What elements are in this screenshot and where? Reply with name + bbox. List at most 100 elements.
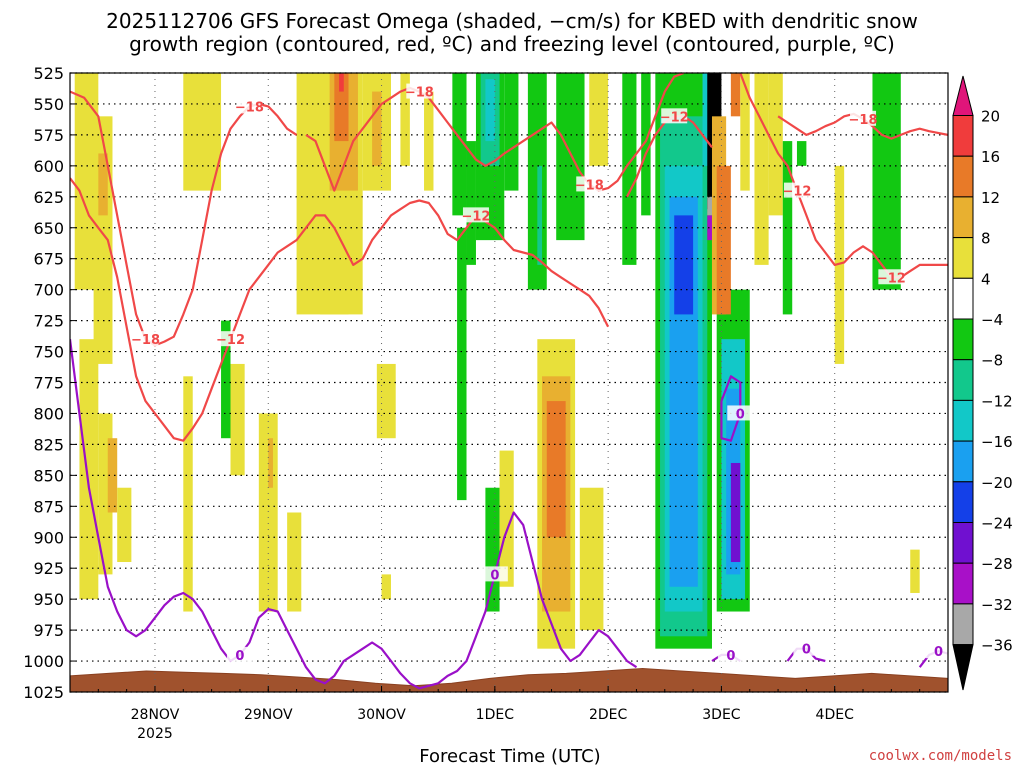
colorbar-label: 16 — [981, 148, 1000, 166]
dendritic-contour-line — [70, 177, 610, 442]
y-tick-label: 650 — [33, 219, 64, 238]
x-tick-label: 2DEC — [589, 707, 628, 723]
omega-shade-region — [466, 141, 476, 265]
dendritic-contour-line — [739, 73, 948, 279]
omega-shade-region — [782, 141, 793, 315]
contour-label: 0 — [934, 645, 943, 660]
colorbar-label: −20 — [981, 474, 1013, 492]
x-tick-label: 28NOV — [131, 707, 180, 723]
contour-label: −12 — [877, 271, 906, 286]
omega-shade-region — [796, 141, 807, 166]
colorbar-label: −16 — [981, 433, 1013, 451]
colorbar-label: −36 — [981, 637, 1013, 655]
omega-shade-region — [485, 79, 495, 142]
colorbar-bottom-arrow — [952, 644, 974, 691]
omega-shade-region — [546, 401, 566, 538]
y-tick-label: 725 — [33, 312, 64, 331]
omega-shade-region — [79, 339, 99, 600]
contour-label: 0 — [736, 407, 745, 422]
y-tick-label: 850 — [33, 466, 64, 485]
y-tick-label: 975 — [33, 621, 64, 640]
contour-label: −18 — [849, 113, 878, 128]
contour-label: 0 — [726, 649, 735, 664]
colorbar-label: 20 — [981, 108, 1000, 126]
axes: 525 550 575 600 625 650 675 700 725 750 775 800 825 8… — [23, 64, 949, 742]
contour-label: −12 — [660, 110, 689, 125]
y-tick-label: 950 — [33, 590, 64, 609]
omega-shade-region — [107, 438, 118, 513]
colorbar-bin — [952, 603, 974, 646]
omega-shade-region — [98, 153, 108, 216]
contour-label-bg — [217, 331, 244, 347]
contour-label-bg — [576, 176, 603, 192]
omega-shade-region — [579, 487, 604, 631]
omega-shade-region — [424, 91, 434, 191]
omega-shade-region — [457, 227, 467, 501]
omega-shade-region — [537, 165, 543, 265]
colorbar-bin — [952, 318, 974, 361]
omega-shade-region — [768, 73, 783, 216]
colorbar-bin — [952, 399, 974, 442]
contour-label-bg — [850, 110, 877, 126]
y-tick-label: 1025 — [23, 683, 64, 702]
y-tick-label: 925 — [33, 559, 64, 578]
omega-shade-region — [504, 73, 519, 191]
y-tick-label: 525 — [33, 64, 64, 83]
y-tick-label: 1000 — [23, 652, 64, 671]
omega-shade-region — [268, 438, 273, 488]
contour-label: 0 — [802, 643, 811, 658]
omega-shade-region — [622, 73, 637, 265]
chart-title-line2: growth region (contoured, red, ºC) and f… — [129, 32, 895, 56]
omega-shade-region — [754, 73, 769, 265]
omega-shade-region — [230, 363, 245, 476]
omega-shade-region — [117, 487, 132, 563]
contour-label-bg — [717, 646, 744, 662]
contour-label-bg — [793, 640, 820, 656]
contour-label: −12 — [782, 185, 811, 200]
contour-label-bg — [661, 108, 688, 124]
colorbar-bin — [952, 440, 974, 483]
contour-label-bg — [925, 643, 948, 659]
omega-shade-region — [499, 450, 514, 587]
x-tick-label: 30NOV — [357, 707, 406, 723]
x-tick-label: 29NOV — [244, 707, 293, 723]
omega-shade-region — [183, 73, 222, 191]
colorbar-bin — [952, 115, 974, 157]
omega-shade-region — [221, 320, 231, 439]
contour-label-bg — [236, 98, 263, 114]
colorbar-label: −4 — [981, 311, 1003, 329]
contour-lines: −18 −18 −12 −12 −18 −18 −12 −12 −12 −18 0 0 0 0 0 0 — [70, 73, 948, 690]
contour-label: 0 — [490, 568, 499, 583]
colorbar-label: −28 — [981, 555, 1013, 573]
omega-shade-region — [74, 73, 99, 290]
y-tick-label: 875 — [33, 497, 64, 516]
contour-label-bg — [406, 83, 433, 99]
omega-shade-region — [674, 215, 694, 315]
colorbar: 20 16 12 8 4 −4 −8 −12 −16 −20 −24 −28 −32 −36 — [952, 75, 1013, 691]
contour-label-bg — [727, 405, 754, 421]
contour-label: −18 — [131, 333, 160, 348]
contour-label: −18 — [405, 86, 434, 101]
y-tick-label: 700 — [33, 281, 64, 300]
site-credit: coolwx.com/models — [869, 748, 1012, 764]
colorbar-label: −24 — [981, 515, 1013, 533]
contour-label: −12 — [461, 209, 490, 224]
colorbar-bin — [952, 237, 974, 279]
colorbar-top-arrow — [952, 75, 974, 116]
contour-label-bg — [783, 182, 810, 198]
omega-shade-region — [589, 73, 609, 166]
omega-shade-region — [287, 512, 302, 612]
omega-shade-region — [372, 91, 382, 166]
y-tick-label: 675 — [33, 250, 64, 269]
colorbar-bin — [952, 481, 974, 523]
contour-label-bg — [462, 207, 489, 223]
colorbar-label: 4 — [981, 270, 991, 288]
y-tick-label: 550 — [33, 95, 64, 114]
omega-shade-region — [872, 73, 901, 290]
dendritic-contour-line — [305, 73, 685, 192]
y-tick-label: 775 — [33, 374, 64, 393]
y-tick-label: 600 — [33, 157, 64, 176]
plot-area — [70, 73, 948, 692]
omega-shade-region — [183, 376, 193, 612]
